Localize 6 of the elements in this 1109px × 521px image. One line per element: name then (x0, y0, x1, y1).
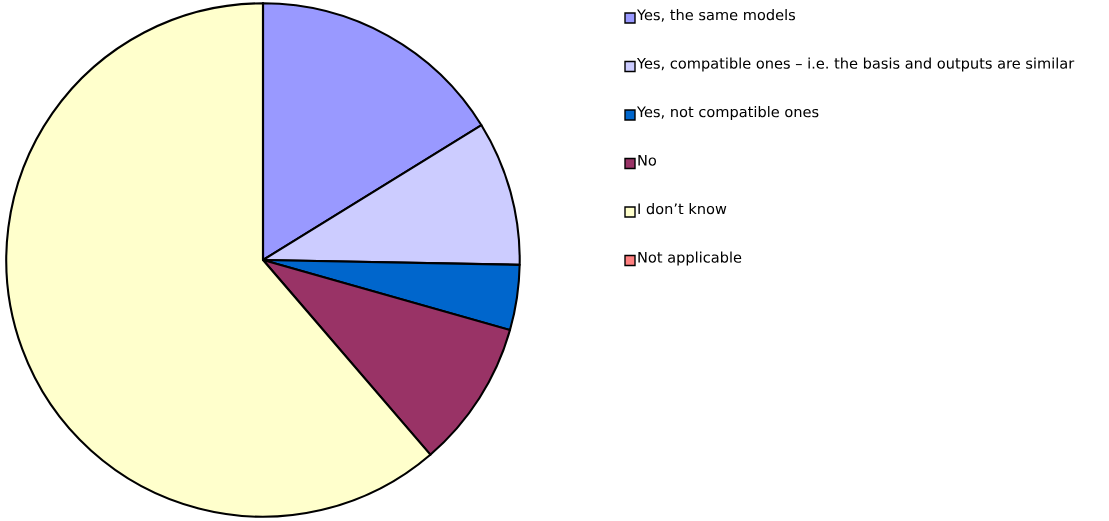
legend-label: Not applicable (638, 251, 742, 266)
legend-label: Yes, compatible ones – i.e. the basis and outputs are similar (636, 57, 1075, 72)
legend-label: I don’t know (638, 203, 727, 215)
legend-label: Yes, the same models (636, 9, 796, 22)
legend-label: Yes, not compatible ones (636, 106, 819, 121)
legend-label: No (638, 154, 657, 166)
